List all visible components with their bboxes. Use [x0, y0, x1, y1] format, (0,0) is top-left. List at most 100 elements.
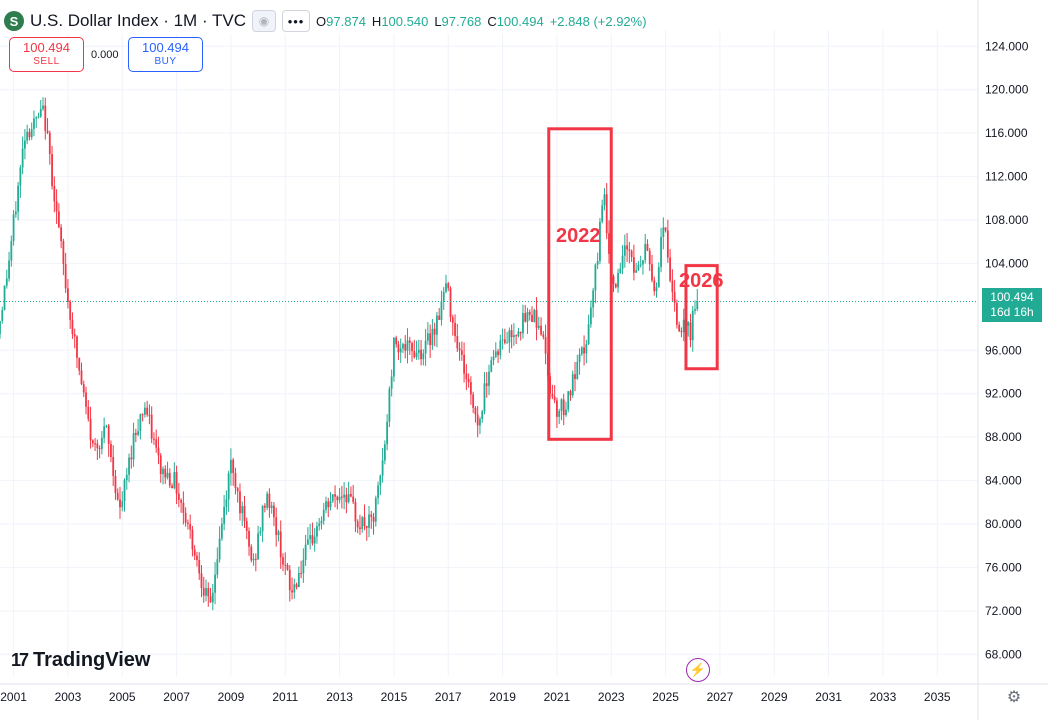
candle-body — [583, 347, 585, 354]
candle-body — [381, 460, 384, 476]
candle-body — [673, 292, 676, 303]
candle-body — [501, 339, 504, 341]
candle-body — [648, 250, 651, 265]
candle-body — [329, 501, 332, 508]
candle-body — [284, 564, 287, 566]
eye-icon[interactable]: ◉ — [252, 10, 277, 32]
candle-body — [316, 526, 318, 537]
candle-body — [51, 154, 53, 187]
candle-body — [352, 496, 355, 502]
symbol-title[interactable]: U.S. Dollar Index · 1M · TVC — [30, 11, 247, 30]
candle-body — [377, 485, 379, 499]
x-tick-label: 2017 — [435, 690, 462, 704]
candle-body — [528, 312, 531, 315]
sell-button[interactable]: 100.494 SELL — [9, 37, 84, 72]
candle-body — [374, 498, 377, 522]
candle-body — [594, 264, 597, 291]
candle-body — [42, 105, 44, 109]
candle-body — [454, 322, 456, 337]
candle-body — [363, 517, 366, 527]
candle-body — [248, 530, 250, 547]
candle-body — [53, 186, 56, 202]
candle-body — [411, 342, 413, 352]
candle-body — [153, 438, 155, 440]
candle-body — [171, 485, 173, 489]
candle-body — [123, 480, 126, 502]
candle-body — [189, 523, 192, 530]
candle-body — [356, 521, 359, 528]
gear-icon[interactable]: ⚙ — [1006, 689, 1022, 706]
candle-body — [479, 418, 481, 426]
candle-body — [340, 496, 343, 498]
x-tick-label: 2009 — [218, 690, 245, 704]
candle-body — [379, 475, 382, 486]
candle-body — [8, 260, 10, 279]
candle-body — [386, 421, 389, 445]
y-tick-label: 68.000 — [985, 647, 1022, 661]
candle-body — [474, 407, 477, 415]
candle-body — [671, 280, 674, 293]
candle-body — [10, 240, 13, 261]
candle-body — [630, 250, 633, 258]
candle-body — [116, 492, 119, 500]
candle-body — [44, 105, 47, 131]
candle-body — [241, 506, 244, 514]
candle-body — [510, 330, 513, 338]
symbol-icon[interactable]: S — [4, 11, 24, 31]
candle-body — [67, 288, 69, 302]
candle-body — [252, 558, 255, 561]
candle-body — [26, 131, 29, 141]
candle-body — [211, 592, 214, 603]
candle-body — [288, 569, 291, 591]
candle-body — [150, 414, 153, 439]
y-tick-label: 84.000 — [985, 474, 1022, 488]
candle-body — [159, 455, 162, 475]
candle-body — [393, 337, 395, 377]
change-value: +2.848 (+2.92%) — [549, 13, 647, 29]
candle-body — [239, 491, 241, 514]
annotation-label-2026[interactable]: 2026 — [679, 270, 724, 292]
tradingview-logo[interactable]: 17 TradingView — [11, 649, 150, 672]
candle-body — [14, 211, 17, 215]
candle-body — [295, 584, 298, 588]
candle-body — [200, 573, 203, 589]
ellipsis-icon[interactable]: ••• — [282, 10, 311, 32]
candle-body — [17, 185, 20, 212]
candle-body — [657, 267, 660, 288]
candle-body — [96, 443, 99, 449]
candle-body — [574, 374, 576, 379]
candle-body — [680, 331, 683, 333]
candle-body — [508, 330, 511, 343]
candle-body — [282, 557, 284, 565]
candle-body — [279, 531, 282, 558]
candle-body — [71, 319, 74, 335]
buy-button[interactable]: 100.494 BUY — [128, 37, 203, 72]
candle-body — [1, 310, 4, 321]
close-value: 100.494 — [496, 13, 544, 29]
candle-body — [134, 433, 137, 435]
candle-body — [320, 520, 323, 524]
candle-body — [469, 382, 472, 395]
spread-value: 0.000 — [91, 49, 119, 61]
candle-body — [347, 493, 350, 503]
candle-body — [85, 392, 87, 407]
candle-body — [576, 361, 579, 379]
candle-body — [130, 457, 133, 460]
lightning-icon[interactable]: ⚡ — [686, 658, 710, 682]
candle-body — [216, 559, 219, 575]
open-value: 97.874 — [326, 13, 366, 29]
candle-body — [542, 334, 545, 337]
tradingview-logo-text: TradingView — [33, 649, 151, 671]
annotation-box-2026 — [684, 264, 719, 371]
candle-body — [214, 574, 216, 593]
candle-body — [467, 378, 470, 383]
candle-body — [334, 494, 336, 497]
candle-body — [148, 414, 151, 416]
candle-body — [531, 314, 533, 323]
candle-body — [422, 353, 425, 360]
candle-body — [540, 325, 542, 335]
candle-body — [596, 261, 599, 265]
candle-body — [19, 167, 22, 186]
annotation-label-2022[interactable]: 2022 — [556, 225, 601, 247]
